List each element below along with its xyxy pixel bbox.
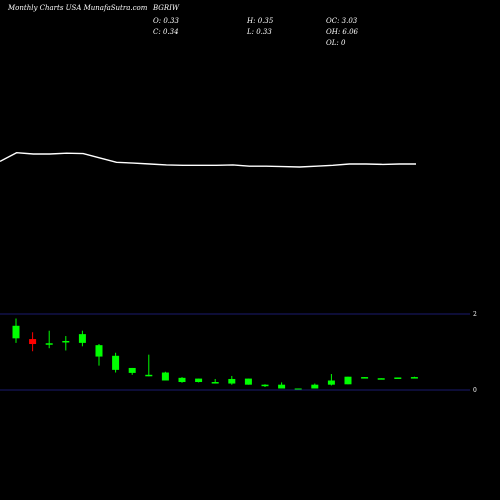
candle-body xyxy=(112,355,120,370)
candle-body xyxy=(145,374,153,377)
ol-value: OL: 0 xyxy=(326,39,346,47)
candle-body xyxy=(45,343,53,345)
candle-body xyxy=(394,377,402,379)
candle xyxy=(244,378,252,385)
candle-body xyxy=(294,388,302,390)
candle xyxy=(145,354,153,377)
y-tick-label: 0 xyxy=(473,387,477,394)
candle xyxy=(95,344,103,366)
candle-body xyxy=(29,339,37,345)
candle xyxy=(211,378,219,384)
candle xyxy=(112,352,120,373)
candle xyxy=(78,330,86,347)
chart-site-label: Monthly Charts USA MunafaSutra.com xyxy=(8,4,148,12)
candle xyxy=(29,332,37,352)
candle-axis: 20 xyxy=(0,311,477,394)
candle-body xyxy=(228,378,236,384)
candle xyxy=(394,377,402,379)
price-line xyxy=(0,151,416,168)
candle xyxy=(410,376,418,379)
candle xyxy=(161,371,169,381)
candle-body xyxy=(195,378,203,383)
candle xyxy=(311,383,319,389)
candle xyxy=(377,378,385,380)
candle-body xyxy=(78,334,86,343)
candle xyxy=(327,374,335,386)
chart-symbol: BGRIW xyxy=(153,4,180,12)
candle xyxy=(278,382,286,389)
low-value: L: 0.33 xyxy=(247,28,272,36)
candle-body xyxy=(361,377,369,379)
candle xyxy=(228,375,236,385)
candle xyxy=(62,336,70,351)
candle-body xyxy=(12,325,20,339)
candle-body xyxy=(161,372,169,381)
candle-body xyxy=(278,384,286,389)
candle xyxy=(361,377,369,379)
candle xyxy=(195,378,203,383)
candle-body xyxy=(344,376,352,385)
high-value: H: 0.35 xyxy=(247,17,274,25)
candle-body xyxy=(62,340,70,343)
oh-value: OH: 6.06 xyxy=(326,28,359,36)
candle xyxy=(178,377,186,383)
candle-body xyxy=(311,384,319,389)
candlestick-panel xyxy=(12,318,418,390)
candle xyxy=(12,318,20,343)
line-panel xyxy=(0,151,416,168)
y-tick-label: 2 xyxy=(473,311,477,318)
candle xyxy=(294,388,302,390)
candle-body xyxy=(128,367,136,373)
candle-body xyxy=(211,382,219,384)
candle-body xyxy=(261,384,269,387)
candle xyxy=(128,367,136,375)
candle-body xyxy=(244,378,252,385)
candle xyxy=(344,376,352,385)
candle-body xyxy=(377,378,385,380)
candle-body xyxy=(178,377,186,383)
close-value: C: 0.34 xyxy=(153,28,179,36)
candle xyxy=(45,330,53,349)
oc-value: OC: 3.03 xyxy=(326,17,358,25)
candle-body xyxy=(410,377,418,379)
candle-body xyxy=(95,345,103,357)
candle-body xyxy=(327,380,335,385)
candle xyxy=(261,384,269,387)
open-value: O: 0.33 xyxy=(153,17,179,25)
